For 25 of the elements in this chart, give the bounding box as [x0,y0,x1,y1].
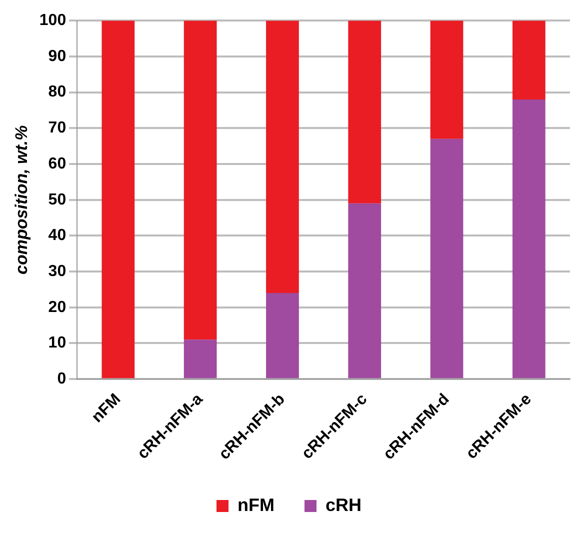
bar [348,203,382,378]
bar [102,20,135,378]
y-tick-label: 0 [57,370,66,388]
y-tick-label: 10 [48,334,66,352]
y-tick-label: 20 [48,298,66,316]
bar [430,138,464,378]
legend-label: nFM [238,494,274,515]
bar [184,340,217,378]
y-axis-title: composition, wt.% [12,125,31,274]
bar [512,20,546,100]
y-tick-label: 50 [48,191,66,208]
bar [348,20,382,204]
y-tick-label: 90 [48,48,66,65]
y-tick-label: 30 [48,262,66,280]
bar [184,20,217,340]
bar [430,20,464,139]
bar [266,20,299,294]
y-tick-label: 40 [48,227,66,244]
y-tick-label: 70 [48,120,66,137]
y-tick-label: 100 [39,12,66,30]
y-tick-label: 80 [48,84,66,101]
legend-label: cRH [325,494,362,515]
bar [266,293,299,378]
bar [512,99,546,378]
y-tick-label: 60 [48,155,66,172]
